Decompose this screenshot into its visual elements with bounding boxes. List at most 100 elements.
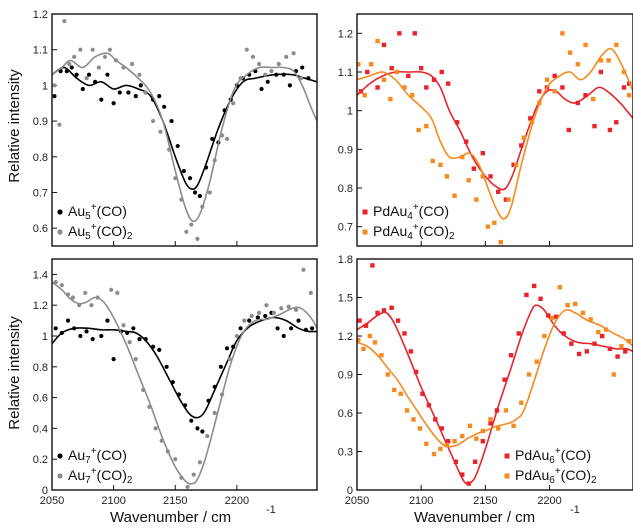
data-point: [519, 143, 524, 148]
series-line: [357, 304, 633, 485]
y-tick-label: 0.9: [33, 116, 48, 128]
data-point: [105, 72, 110, 77]
data-point: [528, 116, 533, 121]
data-point: [224, 136, 230, 142]
x-tick-label: 2200: [225, 495, 249, 507]
data-point: [445, 81, 451, 86]
data-point: [503, 408, 509, 413]
data-point: [357, 337, 361, 343]
legend-label: PdAu4+(CO)2: [373, 222, 455, 242]
data-point: [84, 76, 89, 81]
data-point: [153, 426, 158, 431]
y-tick-label: 1.2: [33, 9, 48, 21]
data-point: [224, 346, 230, 351]
legend-label: Au7+(CO): [68, 446, 127, 466]
data-point: [83, 290, 88, 295]
data-point: [406, 73, 411, 79]
data-point: [460, 472, 465, 477]
data-point: [496, 189, 501, 195]
data-point: [389, 305, 394, 310]
data-point: [418, 65, 424, 71]
data-point: [111, 357, 116, 362]
data-point: [498, 239, 503, 245]
data-point: [72, 54, 77, 59]
y-tick-label: 0.9: [338, 370, 353, 382]
data-point: [143, 90, 148, 95]
data-point: [521, 135, 527, 140]
data-point: [526, 372, 532, 377]
data-point: [53, 326, 58, 331]
data-point: [138, 83, 143, 88]
plot-frame: [51, 13, 318, 247]
data-point: [460, 433, 465, 439]
data-point: [357, 62, 361, 67]
data-point: [411, 417, 416, 422]
data-point: [417, 426, 423, 431]
y-tick-label: 0.7: [33, 187, 48, 199]
data-point: [549, 315, 555, 321]
data-point: [227, 357, 232, 362]
data-point: [410, 93, 415, 98]
data-point: [607, 127, 613, 133]
data-point: [65, 318, 71, 323]
data-point: [511, 162, 516, 167]
data-point: [80, 86, 85, 92]
x-tick-label: 2050: [40, 495, 64, 507]
y-tick-label: 0.2: [33, 454, 48, 466]
data-point: [372, 340, 378, 345]
data-point: [453, 459, 459, 464]
data-point: [591, 96, 596, 102]
data-point: [242, 318, 247, 323]
data-point: [576, 351, 582, 357]
data-point: [480, 439, 486, 444]
data-point: [439, 69, 444, 75]
data-point: [474, 436, 479, 441]
data-point: [626, 338, 632, 344]
data-point: [169, 118, 174, 124]
data-point: [621, 69, 627, 75]
data-point: [502, 377, 507, 382]
data-point: [117, 90, 122, 95]
data-point: [566, 127, 572, 133]
data-point: [173, 457, 178, 462]
data-point: [388, 96, 393, 102]
data-point: [621, 85, 627, 90]
data-point: [552, 89, 557, 94]
x-tick-label: 2200: [537, 495, 561, 507]
data-point: [375, 85, 380, 90]
data-point: [271, 310, 276, 315]
data-point: [264, 303, 269, 308]
data-point: [99, 333, 104, 339]
data-point: [52, 83, 57, 88]
data-point: [480, 174, 486, 179]
data-point: [207, 190, 212, 195]
x-tick-label: 2100: [409, 495, 433, 507]
data-point: [162, 104, 167, 109]
data-point: [575, 100, 580, 106]
data-point: [513, 162, 519, 167]
data-point: [133, 93, 138, 99]
series-line: [52, 66, 317, 190]
data-point: [444, 174, 450, 179]
data-point: [381, 77, 387, 82]
data-point: [623, 349, 628, 354]
data-point: [412, 31, 417, 36]
data-point: [99, 97, 104, 102]
data-point: [439, 426, 444, 431]
data-point: [511, 423, 516, 429]
data-point: [567, 50, 573, 55]
data-point: [189, 222, 194, 227]
legend-marker: [57, 453, 63, 459]
data-point: [557, 285, 563, 290]
y-tick-label: 0.8: [338, 183, 353, 195]
data-point: [361, 346, 366, 352]
y-tick-label: 1.1: [338, 67, 353, 79]
data-point: [416, 127, 421, 133]
legend-label: PdAu4+(CO): [373, 202, 449, 222]
y-tick-label: 1.1: [33, 45, 48, 57]
data-point: [96, 65, 101, 70]
legend-label: PdAu6+(CO)2: [515, 466, 597, 486]
panel-top-left: 0.6 0.7 0.8 0.9 1 1.1 1.2 Au5+(CO)Au5+(CO)2: [33, 9, 318, 247]
data-point: [619, 344, 624, 349]
data-point: [395, 318, 401, 323]
